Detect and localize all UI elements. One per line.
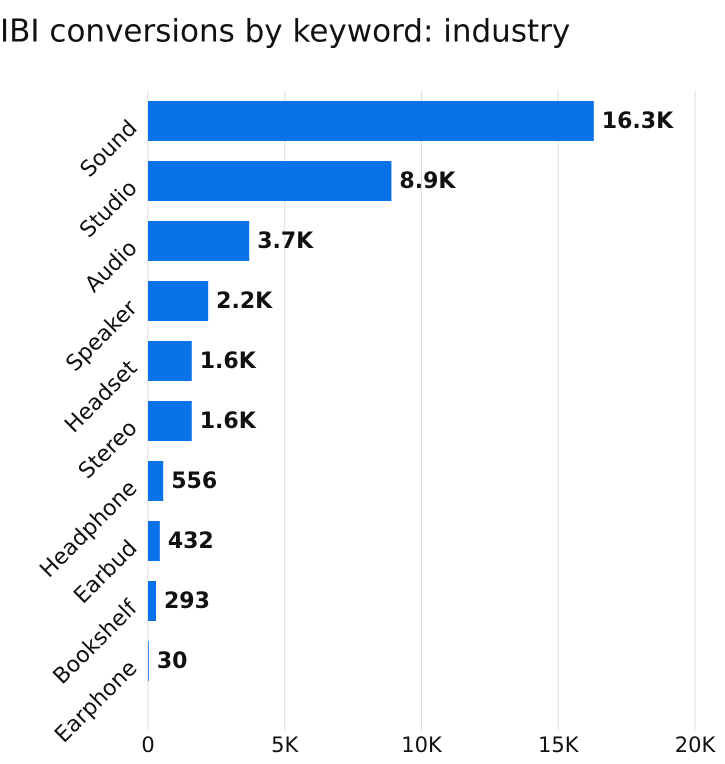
value-label: 16.3K — [602, 109, 674, 134]
value-label: 1.6K — [200, 349, 257, 374]
y-tick-label: Sound — [76, 116, 143, 183]
y-tick-label: Audio — [81, 236, 143, 298]
chart-title: IBI conversions by keyword: industry — [0, 14, 570, 50]
bar — [148, 101, 594, 141]
bar — [148, 521, 160, 561]
x-tick-label: 20K — [675, 733, 717, 757]
value-label: 30 — [157, 649, 188, 674]
x-tick-label: 0 — [141, 733, 154, 757]
value-label: 432 — [168, 529, 214, 554]
x-tick-label: 15K — [538, 733, 580, 757]
x-tick-label: 5K — [271, 733, 299, 757]
value-label: 293 — [164, 589, 210, 614]
bar — [148, 461, 164, 501]
value-label: 2.2K — [216, 289, 273, 314]
bar — [148, 641, 149, 681]
bar — [148, 161, 392, 201]
value-label: 3.7K — [257, 229, 314, 254]
bar — [148, 281, 209, 321]
bar — [148, 401, 192, 441]
value-label: 8.9K — [399, 169, 456, 194]
value-label: 1.6K — [200, 409, 257, 434]
bar — [148, 221, 250, 261]
x-tick-label: 10K — [401, 733, 443, 757]
value-label: 556 — [171, 469, 217, 494]
bar — [148, 581, 157, 621]
bar — [148, 341, 192, 381]
y-tick-label: Studio — [75, 176, 142, 243]
